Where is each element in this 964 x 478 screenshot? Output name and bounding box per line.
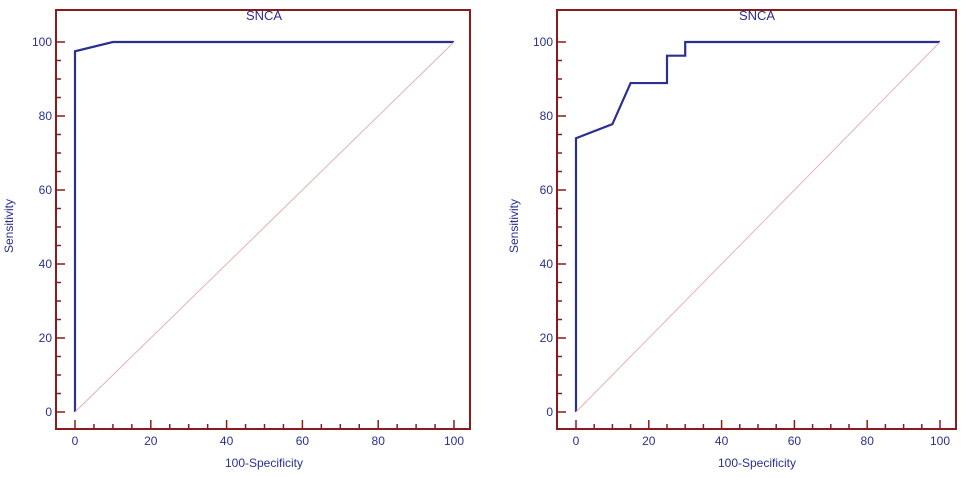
- reference-diagonal-line: [74, 41, 455, 413]
- y-tick-label: 80: [540, 109, 554, 123]
- chart-title: SNCA: [246, 8, 282, 23]
- y-tick-label: 60: [39, 183, 53, 197]
- x-tick-label: 80: [861, 434, 875, 448]
- plot-frame: [55, 9, 471, 430]
- x-tick-label: 0: [72, 434, 79, 448]
- roc-curve-line: [73, 40, 454, 412]
- y-axis-label: Sensitivity: [507, 199, 521, 253]
- y-tick-label: 20: [39, 331, 53, 345]
- reference-diagonal-line: [575, 41, 941, 413]
- y-tick-label: 40: [540, 257, 554, 271]
- x-tick-label: 20: [144, 434, 158, 448]
- x-tick-label: 60: [788, 434, 802, 448]
- x-tick-label: 40: [715, 434, 729, 448]
- x-tick-label: 100: [444, 434, 464, 448]
- y-axis-label: Sensitivity: [2, 199, 16, 253]
- y-tick-label: 20: [540, 331, 554, 345]
- x-tick-label: 80: [372, 434, 386, 448]
- x-tick-label: 40: [220, 434, 234, 448]
- plot-frame: [556, 9, 957, 430]
- x-tick-label: 100: [930, 434, 950, 448]
- roc-panel-right: SNCA 100-Specificity Sensitivity 0 20 40 60…: [507, 8, 957, 470]
- y-tick-label: 0: [45, 405, 52, 419]
- x-axis-label: 100-Specificity: [225, 456, 303, 470]
- chart-title: SNCA: [739, 8, 775, 23]
- y-tick-label: 100: [533, 35, 553, 49]
- y-tick-label: 40: [39, 257, 53, 271]
- x-tick-label: 60: [296, 434, 310, 448]
- x-axis-label: 100-Specificity: [718, 456, 796, 470]
- x-tick-label: 20: [642, 434, 656, 448]
- y-tick-label: 60: [540, 183, 554, 197]
- y-tick-label: 80: [39, 109, 53, 123]
- y-tick-label: 100: [32, 35, 52, 49]
- roc-curve-line: [574, 40, 940, 412]
- x-tick-label: 0: [573, 434, 580, 448]
- roc-panel-left: SNCA 100-Specificity Sensitivity 0 20 40 60…: [2, 8, 471, 470]
- y-tick-label: 0: [546, 405, 553, 419]
